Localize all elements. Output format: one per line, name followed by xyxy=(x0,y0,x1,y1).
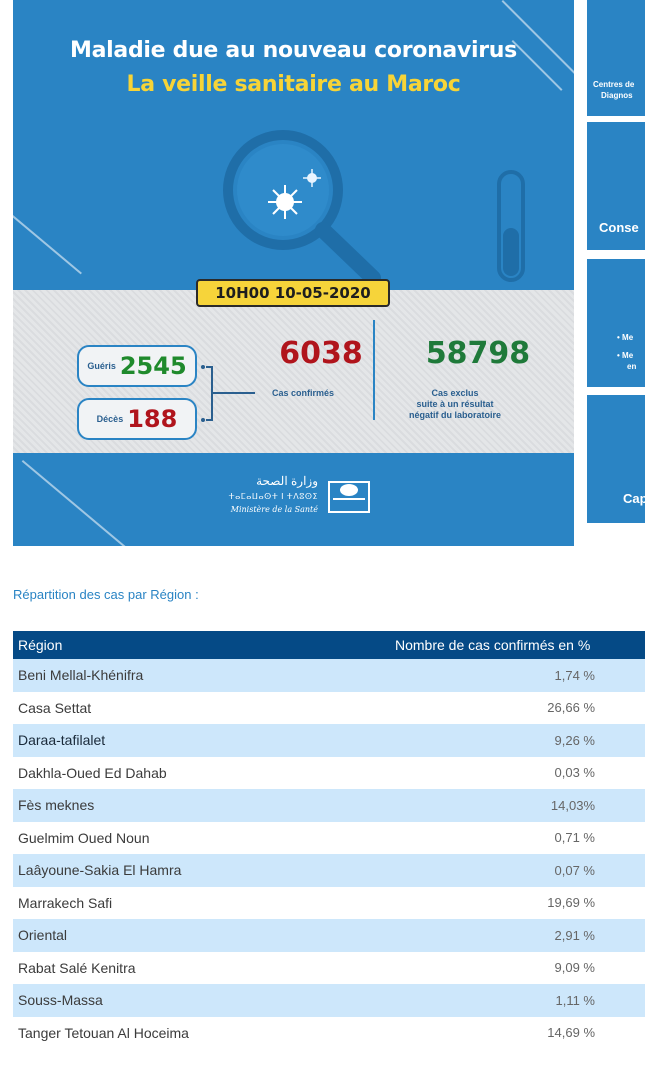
connector-dot xyxy=(201,365,205,369)
connector-line xyxy=(206,366,212,368)
table-row: Dakhla-Oued Ed Dahab 0,03 % xyxy=(13,756,645,789)
thumbnail-diagnosis-centers[interactable]: Centres de Diagnos xyxy=(587,0,645,116)
ministry-name-french: Ministère de la Santé xyxy=(230,505,318,514)
region-name: Dakhla-Oued Ed Dahab xyxy=(13,756,390,789)
table-row: Guelmim Oued Noun 0,71 % xyxy=(13,821,645,854)
table-row: Souss-Massa 1,11 % xyxy=(13,984,645,1017)
magnifier-virus-icon xyxy=(223,130,381,280)
banner-title: Maladie due au nouveau coronavirus xyxy=(70,38,517,63)
table-row: Laâyoune-Sakia El Hamra 0,07 % xyxy=(13,854,645,887)
recovered-count: 2545 xyxy=(119,352,187,380)
thumbnail-advice[interactable]: Conse xyxy=(587,122,645,250)
region-name: Beni Mellal-Khénifra xyxy=(13,659,390,692)
region-percent: 14,69 % xyxy=(390,1016,645,1049)
recovered-pill: Guéris 2545 xyxy=(77,345,197,387)
excluded-label-line: suite à un résultat xyxy=(416,399,494,409)
column-header-region: Région xyxy=(13,631,390,659)
deaths-label: Décès xyxy=(96,414,124,424)
region-name: Casa Settat xyxy=(13,691,390,724)
table-row: Daraa-tafilalet 9,26 % xyxy=(13,724,645,757)
region-name: Fès meknes xyxy=(13,789,390,822)
recovered-label: Guéris xyxy=(87,361,116,371)
table-row: Beni Mellal-Khénifra 1,74 % xyxy=(13,659,645,692)
confirmed-count: 6038 xyxy=(279,336,363,371)
thumbnail-text: • Me xyxy=(617,333,634,342)
region-percent: 2,91 % xyxy=(390,919,645,952)
connector-dot xyxy=(201,418,205,422)
column-header-percent: Nombre de cas confirmés en % xyxy=(390,631,645,659)
thumbnail-text: en xyxy=(627,362,637,371)
thumbnail-text: Centres de xyxy=(593,80,635,89)
region-percent: 1,74 % xyxy=(390,659,645,692)
excluded-label-line: Cas exclus xyxy=(431,388,479,398)
thumbnail-text: Conse xyxy=(599,220,639,235)
table-row: Oriental 2,91 % xyxy=(13,919,645,952)
region-percent: 26,66 % xyxy=(390,691,645,724)
report-datetime: 10H00 10-05-2020 xyxy=(196,279,390,307)
infographic-banner[interactable]: Maladie due au nouveau coronavirus La ve… xyxy=(13,0,574,546)
regions-table: Région Nombre de cas confirmés en % Beni… xyxy=(13,631,645,1049)
thumbnail-measures[interactable]: • Me • Me en xyxy=(587,259,645,387)
section-heading: Répartition des cas par Région : xyxy=(13,587,199,602)
decorative-line xyxy=(21,460,131,546)
region-percent: 0,71 % xyxy=(390,821,645,854)
region-percent: 14,03% xyxy=(390,789,645,822)
region-percent: 1,11 % xyxy=(390,984,645,1017)
ministry-logo-icon xyxy=(328,481,370,513)
stats-divider xyxy=(373,320,375,420)
region-name: Rabat Salé Kenitra xyxy=(13,951,390,984)
decorative-line xyxy=(13,215,82,275)
region-percent: 19,69 % xyxy=(390,886,645,919)
thumbnail-text: Diagnos xyxy=(601,91,633,100)
region-percent: 0,07 % xyxy=(390,854,645,887)
region-percent: 9,09 % xyxy=(390,951,645,984)
region-percent: 9,26 % xyxy=(390,724,645,757)
table-header-row: Région Nombre de cas confirmés en % xyxy=(13,631,645,659)
banner-subtitle: La veille sanitaire au Maroc xyxy=(126,72,461,97)
excluded-count: 58798 xyxy=(425,336,531,371)
region-name: Guelmim Oued Noun xyxy=(13,821,390,854)
deaths-count: 188 xyxy=(127,405,178,433)
region-name: Marrakech Safi xyxy=(13,886,390,919)
table-row: Rabat Salé Kenitra 9,09 % xyxy=(13,951,645,984)
connector-line xyxy=(211,392,255,394)
thumbnail-text: Cap xyxy=(623,491,645,506)
ministry-name-tifinagh: ⵜⴰⵎⴰⵡⴰⵙⵜ ⵏ ⵜⴷⵓⵙⵉ xyxy=(228,492,318,501)
table-row: Tanger Tetouan Al Hoceima 14,69 % xyxy=(13,1016,645,1049)
ministry-name-arabic: وزارة الصحة xyxy=(256,474,318,488)
confirmed-label: Cas confirmés xyxy=(271,388,335,398)
region-name: Daraa-tafilalet xyxy=(13,724,390,757)
test-tube-icon xyxy=(497,170,525,282)
connector-line xyxy=(206,419,212,421)
region-percent: 0,03 % xyxy=(390,756,645,789)
region-name: Souss-Massa xyxy=(13,984,390,1017)
region-name: Oriental xyxy=(13,919,390,952)
region-name: Laâyoune-Sakia El Hamra xyxy=(13,854,390,887)
table-row: Fès meknes 14,03% xyxy=(13,789,645,822)
thumbnail-text: • Me xyxy=(617,351,634,360)
table-row: Marrakech Safi 19,69 % xyxy=(13,886,645,919)
table-row: Casa Settat 26,66 % xyxy=(13,691,645,724)
excluded-label-line: négatif du laboratoire xyxy=(408,410,501,420)
thumbnail-capacity[interactable]: Cap xyxy=(587,395,645,523)
excluded-label: Cas exclus suite à un résultat négatif d… xyxy=(385,388,525,421)
deaths-pill: Décès 188 xyxy=(77,398,197,440)
region-name: Tanger Tetouan Al Hoceima xyxy=(13,1016,390,1049)
